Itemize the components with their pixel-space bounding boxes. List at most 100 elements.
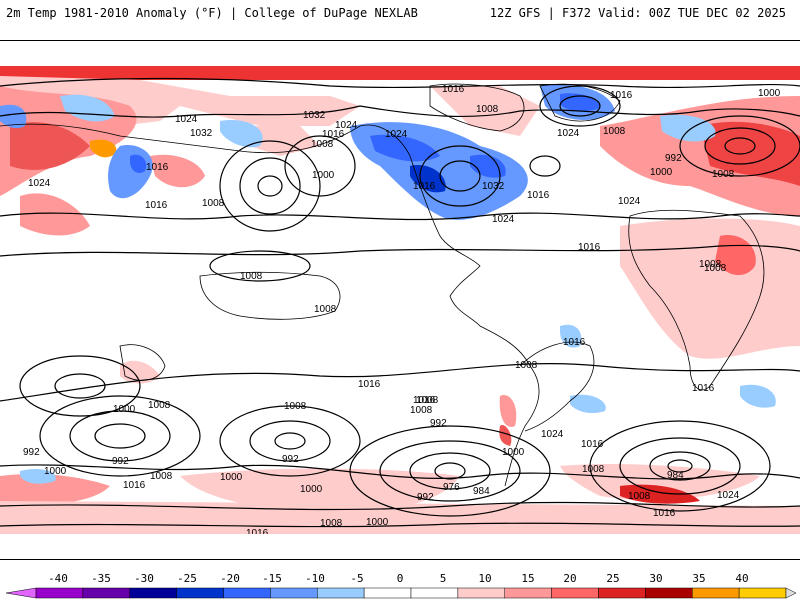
isobar-label: 1016 xyxy=(123,480,146,491)
isobar-label: 1008 xyxy=(603,126,626,137)
colorbar-swatch xyxy=(82,587,130,599)
isobar-label: 992 xyxy=(417,492,434,503)
colorbar-swatch xyxy=(129,587,177,599)
isobar-label: 1016 xyxy=(653,508,676,519)
isobar-label: 1024 xyxy=(385,129,408,140)
colorbar-tick-label: -40 xyxy=(48,572,68,585)
isobar-label: 1016 xyxy=(578,242,601,253)
colorbar-swatch xyxy=(457,587,505,599)
colorbar-tick-label: 0 xyxy=(396,572,404,585)
isobar-label: 1016 xyxy=(581,439,604,450)
isobar-label: 1008 xyxy=(476,104,499,115)
colorbar-tick-label: 15 xyxy=(521,572,535,585)
colorbar-tick-label: -35 xyxy=(91,572,111,585)
isobar-label: 1008 xyxy=(284,401,307,412)
isobar-label: 1008 xyxy=(712,169,735,180)
header: 2m Temp 1981-2010 Anomaly (°F) | College… xyxy=(0,0,800,28)
isobar-label: 1024 xyxy=(492,214,515,225)
coastlines xyxy=(0,83,765,487)
colorbar-swatch xyxy=(645,587,693,599)
colorbar-labels: -40 -35 -30 -25 -20 -15 -10 -5 0 5 10 15… xyxy=(0,572,800,586)
isobar-label: 1024 xyxy=(28,178,51,189)
isobar-label: 992 xyxy=(430,418,447,429)
isobar-label: 1016 xyxy=(413,395,436,406)
colorbar-swatch xyxy=(270,587,318,599)
colorbar-tick-label: 5 xyxy=(439,572,447,585)
colorbar-swatch xyxy=(410,587,459,599)
isobar-label: 1008 xyxy=(628,491,651,502)
isobar-label: 1000 xyxy=(312,170,335,181)
colorbar-tick-label: -10 xyxy=(305,572,325,585)
isobar-label: 1008 xyxy=(311,139,334,150)
colorbar-swatch xyxy=(223,587,271,599)
isobar-label: 1024 xyxy=(175,114,198,125)
isobar-label: 1008 xyxy=(582,464,605,475)
map-title: 2m Temp 1981-2010 Anomaly (°F) | College… xyxy=(6,6,418,20)
isobar-label: 1000 xyxy=(113,404,136,415)
isobar-label: 1024 xyxy=(557,128,580,139)
isobar-label: 1016 xyxy=(563,337,586,348)
isobar-label: 1008 xyxy=(410,405,433,416)
isobar-label: 1008 xyxy=(416,395,439,406)
colorbar-tick-label: 25 xyxy=(606,572,620,585)
colorbar-swatch xyxy=(504,587,552,599)
isobar-label: 1000 xyxy=(502,447,525,458)
colorbar-tick-label: -15 xyxy=(262,572,282,585)
isobar-label: 976 xyxy=(443,482,460,493)
isobar-label: 1024 xyxy=(717,490,740,501)
isobar-label: 1016 xyxy=(442,84,465,95)
isobar-label: 992 xyxy=(282,454,299,465)
colorbar-swatch xyxy=(5,587,37,599)
isobar-label: 1016 xyxy=(527,190,550,201)
isobar-label: 1008 xyxy=(699,259,722,270)
isobar-label: 1000 xyxy=(44,466,67,477)
model-run-info: 12Z GFS | F372 Valid: 00Z TUE DEC 02 202… xyxy=(489,6,786,20)
isobar-label: 1008 xyxy=(320,518,343,529)
colorbar-swatch xyxy=(598,587,646,599)
colorbar-swatch xyxy=(35,587,84,599)
colorbar-tick-label: 35 xyxy=(692,572,706,585)
colorbar-swatch xyxy=(176,587,224,599)
isobars xyxy=(0,77,800,528)
isobar-label: 1016 xyxy=(692,383,715,394)
colorbar-tick-label: -5 xyxy=(350,572,364,585)
isobar-label: 1008 xyxy=(150,471,173,482)
isobar-label: 1032 xyxy=(190,128,213,139)
isobar-label: 1000 xyxy=(366,517,389,528)
map-frame xyxy=(0,40,800,560)
isobar-label: 1032 xyxy=(482,181,505,192)
isobar-label: 1000 xyxy=(220,472,243,483)
isobar-label: 992 xyxy=(23,447,40,458)
isobar-label: 1032 xyxy=(303,110,326,121)
colorbar-tick-label: 40 xyxy=(735,572,749,585)
isobar-label: 1016 xyxy=(413,181,436,192)
isobar-label: 992 xyxy=(112,456,129,467)
colorbar-tick-label: 20 xyxy=(563,572,577,585)
colorbar-swatch xyxy=(317,587,365,599)
isobar-label: 1008 xyxy=(515,360,538,371)
isobar-label: 1000 xyxy=(300,484,323,495)
isobar-label: 1008 xyxy=(240,271,263,282)
colorbar-tick-label: 10 xyxy=(478,572,492,585)
colorbar-tick-label: -20 xyxy=(220,572,240,585)
colorbar-swatch xyxy=(738,587,787,599)
isobar-label: 1016 xyxy=(246,528,269,534)
colorbar-tick-label: -25 xyxy=(177,572,197,585)
colorbar-tick-label: -30 xyxy=(134,572,154,585)
isobar-label: 1024 xyxy=(618,196,641,207)
isobar-label: 1016 xyxy=(358,379,381,390)
isobar-label: 992 xyxy=(665,153,682,164)
pressure-labels: 1016 1008 1032 1024 1024 1016 1008 1000 … xyxy=(23,84,781,534)
isobar-label: 1024 xyxy=(541,429,564,440)
colorbar-swatch xyxy=(551,587,599,599)
colorbar-swatch xyxy=(692,587,740,599)
isobar-label: 1016 xyxy=(146,162,169,173)
isobar-label: 1016 xyxy=(610,90,633,101)
isobar-label: 1016 xyxy=(322,129,345,140)
isobar-label: 984 xyxy=(473,486,490,497)
warm-anomaly-regions xyxy=(0,66,800,534)
isobar-label: 1024 xyxy=(335,120,358,131)
isobar-label: 1008 xyxy=(148,400,171,411)
isobar-label: 1008 xyxy=(202,198,225,209)
colorbar-tick-label: 30 xyxy=(649,572,663,585)
